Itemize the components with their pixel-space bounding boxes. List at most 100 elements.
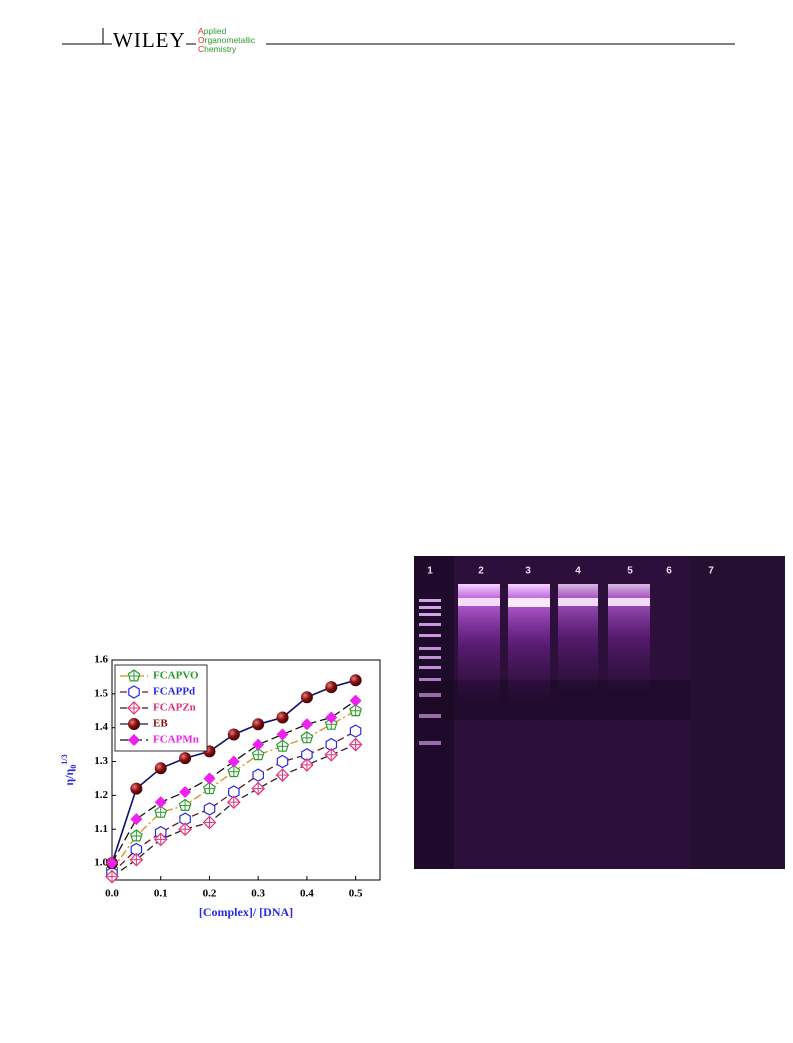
- marker-outline: [252, 768, 264, 782]
- marker: [227, 764, 241, 778]
- marker: [129, 852, 144, 867]
- x-tick-label: 0.4: [300, 888, 314, 900]
- x-tick-label: 0.5: [349, 888, 363, 900]
- journal-word: Chemistry: [198, 44, 237, 54]
- marker: [128, 734, 140, 746]
- plot-frame: [111, 659, 381, 881]
- marker: [324, 747, 339, 762]
- marker: [179, 752, 192, 765]
- legend-label: FCAPVO: [153, 670, 199, 682]
- lane-band: [458, 598, 500, 606]
- marker: [178, 798, 192, 812]
- marker: [154, 796, 167, 809]
- marker: [276, 754, 289, 769]
- marker-outline: [203, 802, 216, 816]
- marker: [203, 772, 216, 785]
- legend-label: FCAPMn: [153, 734, 199, 746]
- marker: [276, 739, 290, 752]
- y-axis-label-part: 1/3: [60, 754, 69, 764]
- marker: [105, 869, 119, 884]
- marker: [252, 768, 264, 782]
- lane-label: 5: [627, 566, 633, 577]
- y-tick-label: 1.1: [94, 823, 108, 835]
- x-tick-label: 0.3: [251, 888, 265, 900]
- marker: [300, 758, 314, 772]
- marker: [106, 857, 118, 870]
- y-tick-label: 1.3: [94, 755, 108, 767]
- gel-lane-shade: [690, 556, 785, 869]
- ladder-band: [419, 666, 441, 669]
- marker: [202, 781, 216, 795]
- marker: [130, 813, 143, 826]
- marker: [179, 786, 192, 798]
- y-tick-label: 1.5: [94, 687, 108, 699]
- ladder-band: [419, 623, 441, 626]
- y-tick-label: 1.6: [94, 654, 108, 666]
- legend-label: FCAPPd: [153, 686, 195, 698]
- x-tick-label: 0.0: [105, 888, 119, 900]
- marker: [275, 768, 290, 782]
- lane-label: 6: [666, 566, 672, 577]
- x-axis-label: [Complex]/ [DNA]: [199, 905, 293, 919]
- lane-label: 2: [478, 566, 484, 577]
- y-axis-label-part: 0: [69, 765, 78, 769]
- marker: [252, 718, 265, 731]
- marker: [276, 728, 289, 741]
- x-tick-label: 0.2: [203, 888, 217, 900]
- gel-image: 1 2 3 4 5 6 7: [414, 556, 785, 869]
- lane-label: 1: [427, 566, 433, 577]
- marker: [251, 748, 265, 761]
- ladder: [419, 599, 441, 745]
- marker-outline: [349, 724, 362, 738]
- ladder-band: [419, 741, 441, 745]
- y-axis-label-part: η/η: [62, 768, 76, 785]
- chart: 1.0 1.1 1.2 1.3 1.4 1.5 1.6 0.0 0.1 0.2 0.3 0.4 0.5 […: [60, 654, 381, 919]
- marker: [129, 829, 143, 842]
- legend-label: FCAPZn: [153, 702, 196, 714]
- marker: [154, 805, 168, 818]
- marker: [154, 762, 167, 775]
- y-axis-label: η/η01/3: [60, 754, 78, 785]
- marker: [227, 755, 240, 768]
- header: WILEY Applied Organometallic Chemistry: [62, 26, 735, 54]
- marker: [325, 711, 338, 724]
- lane-label: 4: [575, 566, 581, 577]
- lane-band: [508, 598, 550, 607]
- ladder-band: [419, 714, 441, 718]
- marker: [276, 711, 289, 724]
- marker: [178, 822, 192, 837]
- journal-word: Organometallic: [198, 35, 256, 45]
- journal-word: Applied: [198, 26, 227, 36]
- ladder-band: [419, 613, 441, 616]
- legend-label: EB: [153, 718, 168, 730]
- marker: [127, 669, 141, 682]
- marker: [349, 694, 362, 707]
- marker: [325, 681, 338, 694]
- ladder-band: [419, 647, 441, 650]
- lane-band: [558, 598, 598, 606]
- x-tick-label: 0.1: [154, 888, 168, 900]
- marker: [251, 781, 266, 796]
- y-tick-label: 1.0: [94, 857, 108, 869]
- marker: [153, 832, 168, 847]
- ladder-band: [419, 656, 441, 659]
- marker: [300, 691, 313, 704]
- marker: [349, 704, 363, 717]
- publisher: WILEY: [113, 28, 186, 52]
- y-tick-label: 1.2: [94, 789, 108, 801]
- ladder-band: [419, 599, 441, 602]
- ladder-band: [419, 693, 441, 697]
- marker: [349, 724, 362, 738]
- ladder-band: [419, 606, 441, 609]
- sample-lanes: [458, 584, 650, 704]
- marker: [130, 782, 143, 795]
- marker: [202, 815, 217, 830]
- marker-outline: [276, 754, 289, 769]
- marker: [227, 728, 240, 741]
- marker: [127, 701, 141, 715]
- marker: [252, 738, 265, 751]
- marker: [300, 731, 314, 744]
- y-tick-label: 1.4: [94, 721, 108, 733]
- marker: [349, 674, 362, 687]
